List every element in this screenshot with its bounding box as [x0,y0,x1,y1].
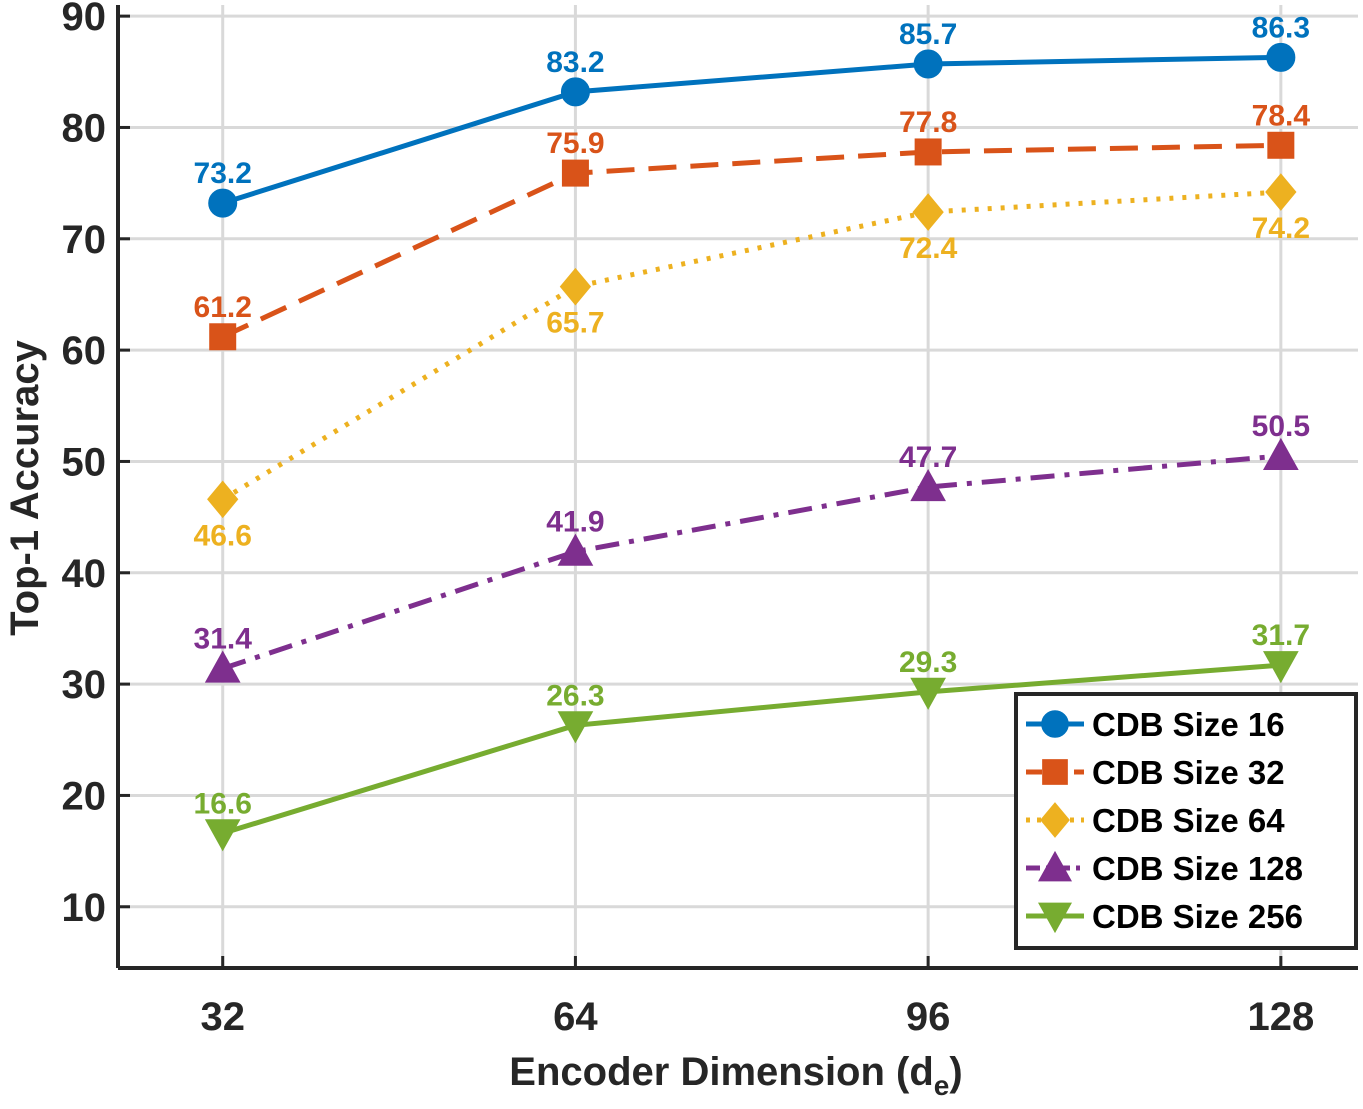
data-label: 41.9 [546,506,604,539]
legend: CDB Size 16 CDB Size 32 CDB Size 64 CDB Siz… [1016,694,1356,948]
data-label: 77.8 [899,106,957,139]
series-line [223,57,1281,203]
legend-label: CDB Size 256 [1092,898,1303,935]
y-tick-label: 20 [62,774,107,818]
y-tick-label: 40 [62,552,107,596]
data-point [915,139,941,165]
y-tick-label: 10 [62,886,107,930]
legend-label: CDB Size 128 [1092,850,1303,887]
data-point [913,194,943,230]
legend-marker [1043,760,1068,785]
legend-label: CDB Size 64 [1092,802,1285,839]
data-point [914,50,942,78]
data-point [562,160,588,186]
series-line [223,145,1281,336]
data-label: 26.3 [546,679,604,712]
y-tick-label: 70 [62,218,107,262]
data-label: 83.2 [546,46,604,79]
data-point [560,269,590,305]
x-tick-label: 32 [200,995,245,1039]
data-label: 46.6 [194,519,252,552]
data-point [561,78,589,106]
legend-marker [1042,711,1069,738]
x-tick-label: 128 [1247,995,1314,1039]
data-label: 85.7 [899,18,957,51]
data-label: 29.3 [899,646,957,679]
x-tick-label: 64 [553,995,598,1039]
data-label: 78.4 [1252,99,1311,132]
data-label: 75.9 [546,127,604,160]
legend-label: CDB Size 16 [1092,706,1285,743]
data-point [210,324,236,350]
data-point [558,535,592,566]
y-tick-label: 50 [62,440,107,484]
data-label: 86.3 [1252,11,1310,44]
data-label: 31.7 [1252,619,1310,652]
data-point [206,820,240,851]
data-point [209,189,237,217]
data-point [1264,439,1298,470]
data-label: 72.4 [899,232,958,265]
y-tick-label: 30 [62,663,107,707]
y-tick-label: 90 [62,0,107,39]
data-label: 16.6 [194,787,252,820]
legend-label: CDB Size 32 [1092,754,1285,791]
data-point [208,481,238,517]
data-point [1266,174,1296,210]
y-tick-label: 80 [62,106,107,150]
data-label: 31.4 [194,623,253,656]
data-point [1267,43,1295,71]
data-point [1268,132,1294,158]
series-line [223,456,1281,669]
data-label: 47.7 [899,441,957,474]
y-tick-label: 60 [62,329,107,373]
data-label: 50.5 [1252,410,1310,443]
x-axis-title: Encoder Dimension (de) [509,1050,962,1101]
data-label: 73.2 [194,157,252,190]
data-label: 74.2 [1252,212,1310,245]
x-tick-label: 96 [906,995,951,1039]
accuracy-line-chart: 10 20 30 40 50 60 70 80 90 32 64 96 128 73.2 83.2 85.7… [0,0,1363,1109]
data-label: 65.7 [546,307,604,340]
y-axis-title: Top-1 Accuracy [3,339,47,635]
data-label: 61.2 [194,291,252,324]
